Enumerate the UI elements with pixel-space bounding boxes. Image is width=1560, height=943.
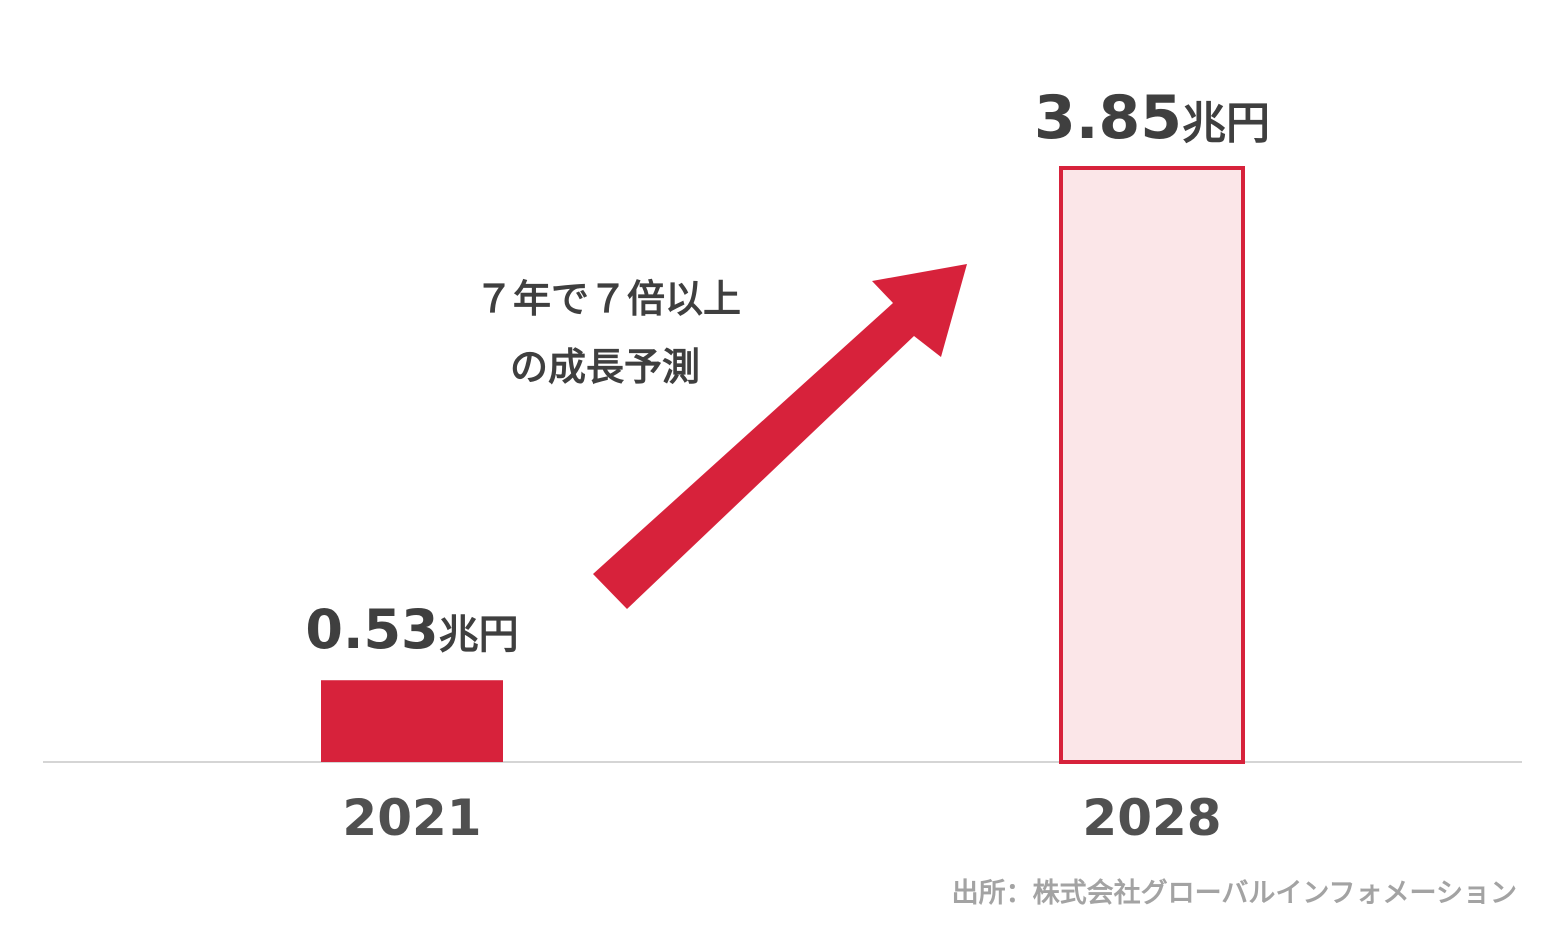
data-label-2021-unit: 兆円: [439, 612, 519, 658]
annotation-line-1: ７年で７倍以上: [475, 277, 741, 321]
data-label-2021: 0.53兆円: [305, 598, 518, 661]
data-label-2028-value: 3.85: [1034, 83, 1182, 153]
growth-arrow-icon: [593, 264, 967, 609]
x-tick-label-2021: 2021: [342, 789, 481, 847]
bar-2028: [1059, 166, 1245, 764]
x-tick-label-2028: 2028: [1082, 789, 1221, 847]
annotation-line-2: の成長予測: [510, 345, 700, 389]
data-label-2028-unit: 兆円: [1182, 98, 1270, 149]
source-note: 出所：株式会社グローバルインフォメーション: [952, 877, 1517, 909]
data-label-2021-value: 0.53: [305, 598, 438, 661]
data-label-2028: 3.85兆円: [1034, 83, 1270, 153]
bar-2021: [321, 680, 503, 762]
